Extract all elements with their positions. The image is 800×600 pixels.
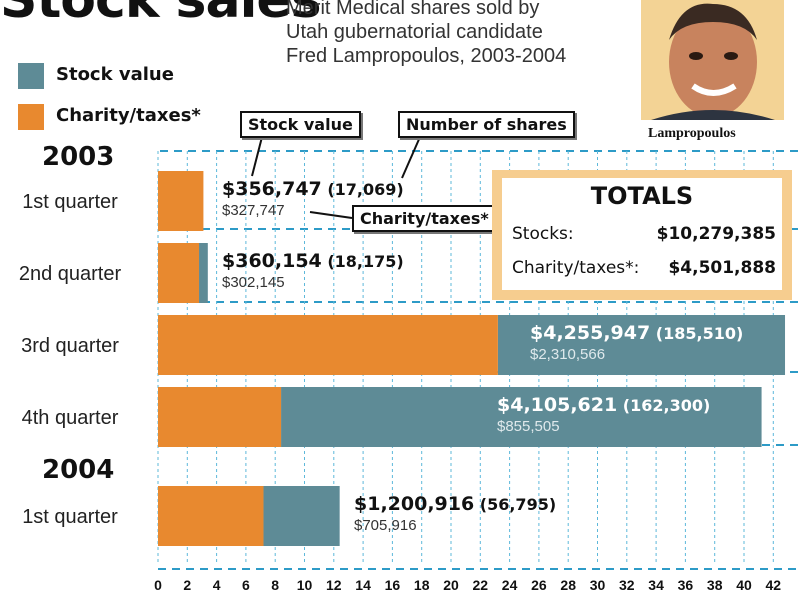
totals-panel: TOTALS Stocks: $10,279,385 Charity/taxes… — [502, 178, 782, 290]
data-label-stock: $360,154 (18,175) — [222, 250, 404, 272]
x-tick-label: 32 — [619, 577, 635, 593]
category-label: 4th quarter — [22, 407, 119, 429]
x-tick-label: 24 — [502, 577, 518, 593]
chart-subtitle: Merit Medical shares sold by Utah gubern… — [286, 0, 567, 67]
legend-swatch-charity — [18, 104, 44, 130]
totals-label-charity: Charity/taxes*: — [512, 258, 640, 278]
totals-box: TOTALS Stocks: $10,279,385 Charity/taxes… — [492, 170, 792, 300]
x-tick-label: 30 — [590, 577, 606, 593]
data-label-shares: (18,175) — [322, 252, 404, 271]
x-tick-label: 28 — [560, 577, 576, 593]
bar-charity-taxes — [158, 387, 282, 447]
x-tick-label: 42 — [766, 577, 782, 593]
bar-charity-taxes — [158, 486, 264, 546]
x-tick-label: 38 — [707, 577, 723, 593]
callout-pointer-charity-taxes — [309, 211, 353, 219]
totals-value-charity: $4,501,888 — [668, 258, 776, 278]
bar-charity-taxes — [158, 315, 498, 375]
data-label-stock: $4,255,947 (185,510) — [530, 322, 743, 344]
x-tick-label: 6 — [242, 577, 250, 593]
x-tick-label: 18 — [414, 577, 430, 593]
x-tick-label: 36 — [678, 577, 694, 593]
bar-stock-value — [263, 486, 340, 546]
totals-heading: TOTALS — [590, 182, 694, 210]
data-label-shares: (162,300) — [617, 396, 710, 415]
totals-row-stocks: Stocks: $10,279,385 — [512, 224, 776, 244]
x-tick-label: 34 — [648, 577, 664, 593]
bar-charity-taxes — [158, 243, 200, 303]
legend-label-charity: Charity/taxes* — [56, 105, 201, 126]
year-label-2004: 2004 — [42, 455, 115, 485]
callout-charity-taxes: Charity/taxes* — [352, 205, 497, 232]
year-label-2003: 2003 — [42, 142, 115, 172]
bar-stock-value — [199, 243, 208, 303]
data-label-shares: (56,795) — [474, 495, 556, 514]
x-tick-label: 22 — [473, 577, 489, 593]
callout-number-of-shares: Number of shares — [398, 111, 575, 138]
data-label-charity: $855,505 — [497, 418, 560, 435]
legend-swatch-stock-value — [18, 63, 44, 89]
totals-row-charity: Charity/taxes*: $4,501,888 — [512, 258, 776, 278]
x-tick-label: 8 — [271, 577, 279, 593]
data-label-charity: $2,310,566 — [530, 346, 605, 363]
callout-stock-value: Stock value — [240, 111, 361, 138]
x-tick-label: 16 — [385, 577, 401, 593]
x-tick-label: 10 — [297, 577, 313, 593]
category-label: 3rd quarter — [21, 335, 119, 357]
x-tick-label: 0 — [154, 577, 162, 593]
category-label: 1st quarter — [22, 506, 118, 528]
data-label-shares: (185,510) — [650, 324, 743, 343]
callout-pointer-stock-value — [251, 136, 263, 177]
x-tick-label: 12 — [326, 577, 342, 593]
legend-label-stock-value: Stock value — [56, 64, 174, 85]
bar-charity-taxes — [158, 171, 204, 231]
chart-title: Stock sales — [0, 0, 322, 30]
x-tick-label: 14 — [355, 577, 371, 593]
data-label-stock: $356,747 (17,069) — [222, 178, 404, 200]
callout-pointer-number-of-shares — [401, 136, 421, 179]
data-label-charity: $327,747 — [222, 202, 285, 219]
data-label-charity: $705,916 — [354, 517, 417, 534]
x-tick-label: 26 — [531, 577, 547, 593]
x-tick-label: 20 — [443, 577, 459, 593]
bar-stock-value — [281, 387, 762, 447]
data-label-charity: $302,145 — [222, 274, 285, 291]
data-label-stock: $1,200,916 (56,795) — [354, 493, 556, 515]
x-tick-label: 2 — [183, 577, 191, 593]
category-label: 1st quarter — [22, 191, 118, 213]
totals-label-stocks: Stocks: — [512, 224, 574, 244]
data-label-shares: (17,069) — [322, 180, 404, 199]
photo-caption: Lampropoulos — [648, 126, 736, 141]
category-label: 2nd quarter — [19, 263, 122, 285]
bar-stock-value — [497, 315, 786, 375]
x-tick-label: 40 — [736, 577, 752, 593]
x-tick-label: 4 — [213, 577, 221, 593]
totals-value-stocks: $10,279,385 — [656, 224, 776, 244]
portrait-photo — [641, 0, 784, 120]
data-label-stock: $4,105,621 (162,300) — [497, 394, 710, 416]
